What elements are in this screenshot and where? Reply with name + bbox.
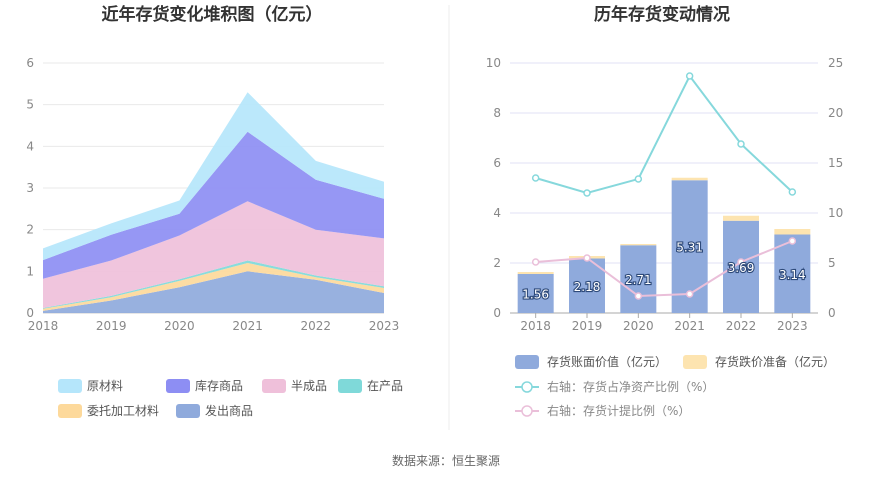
legend-swatch [683,355,707,369]
line-point [583,189,591,197]
bar-value-label: 3.14 [779,268,806,282]
y-tick-label: 2 [26,223,34,237]
bar-value-label: 2.71 [625,273,652,287]
legend-label: 库存商品 [195,378,243,393]
x-tick-label: 2023 [777,319,808,333]
y2-tick-label: 0 [828,306,836,320]
legend-label: 半成品 [291,379,327,393]
area-原材料 [43,92,384,261]
legend-label: 发出商品 [205,403,253,418]
y-tick-label: 5 [26,98,34,112]
line-point [685,72,694,80]
line-point [788,237,797,245]
x-tick-label: 2022 [301,319,332,333]
area-库存商品 [43,131,384,279]
legend-swatch [166,379,190,393]
y-tick-label: 6 [493,156,501,170]
line-point [737,258,745,266]
legend-label: 在产品 [367,379,403,393]
y-tick-label: 4 [26,139,34,153]
left-chart-title: 近年存货变化堆积图（亿元） [102,4,323,25]
y-tick-label: 2 [493,256,501,270]
y2-tick-label: 10 [828,206,843,220]
bar-impairment [517,272,554,274]
legend-marker [521,381,533,393]
line-point [634,292,643,300]
legend-label: 右轴：存货计提比例（%） [547,403,690,418]
left-stacked-area-chart: 0 1 2 3 4 5 6 2018 2019 2020 2021 2022 2023 原材料 库存商品 半成… [26,56,403,418]
line-point [531,258,540,266]
data-source-label: 数据来源：恒生聚源 [392,453,500,468]
bar-value-label: 3.69 [728,261,755,275]
y-tick-label: 0 [493,306,501,320]
area-在产品 [43,260,384,309]
y-tick-label: 10 [486,56,501,70]
y-tick-label: 0 [26,306,34,320]
bar-value-label: 1.56 [522,288,549,302]
y-tick-label: 3 [26,181,34,195]
bar-book-value [517,274,554,313]
legend-label: 右轴：存货占净资产比例（%） [547,379,714,394]
line-provision-ratio [535,240,793,298]
line-point [685,290,694,298]
line-point [788,188,797,196]
legend-swatch [176,404,200,418]
y-tick-label: 1 [26,264,34,278]
x-tick-label: 2023 [369,319,400,333]
area-委托加工材料 [43,263,384,311]
right-bar-line-chart: 0 2 4 6 8 10 0 5 10 15 20 25 2018 2019 2020 2021 2022 202… [486,56,844,418]
line-point [737,140,745,148]
y2-tick-label: 5 [828,256,836,270]
x-tick-label: 2019 [96,319,127,333]
legend-label: 存货跌价准备（亿元） [715,354,835,369]
legend-swatch [262,379,286,393]
legend-label: 原材料 [87,379,123,393]
bar-value-label: 5.31 [676,241,703,255]
legend-swatch [338,379,362,393]
x-tick-label: 2019 [572,319,603,333]
bar-impairment [774,229,811,235]
legend-swatch [58,404,82,418]
x-tick-label: 2021 [232,319,263,333]
x-tick-label: 2018 [28,319,59,333]
x-tick-label: 2020 [164,319,195,333]
bar-impairment [671,177,708,181]
y2-tick-label: 15 [828,156,843,170]
x-tick-label: 2022 [726,319,757,333]
line-point [583,254,591,262]
bar-book-value [620,245,657,313]
bar-impairment [723,215,759,221]
line-point [634,175,643,183]
legend-swatch [515,355,539,369]
bar-value-label: 2.18 [574,280,601,294]
y2-tick-label: 25 [828,56,843,70]
legend-label: 存货账面价值（亿元） [547,354,667,369]
y-tick-label: 6 [26,56,34,70]
legend-label: 委托加工材料 [87,404,159,418]
area-半成品 [43,201,384,308]
line-ratio-net-assets [535,74,793,195]
bar-book-value [723,220,759,313]
right-chart-title: 历年存货变动情况 [594,4,730,25]
x-tick-label: 2018 [520,319,551,333]
x-tick-label: 2020 [623,319,654,333]
bar-impairment [620,244,657,246]
legend-swatch [58,379,82,393]
y-tick-label: 4 [493,206,501,220]
x-tick-label: 2021 [674,319,705,333]
y2-tick-label: 20 [828,106,843,120]
bar-book-value [774,234,811,313]
area-发出商品 [43,271,384,313]
y-tick-label: 8 [493,106,501,120]
line-point [531,174,540,182]
legend-marker [521,405,533,417]
